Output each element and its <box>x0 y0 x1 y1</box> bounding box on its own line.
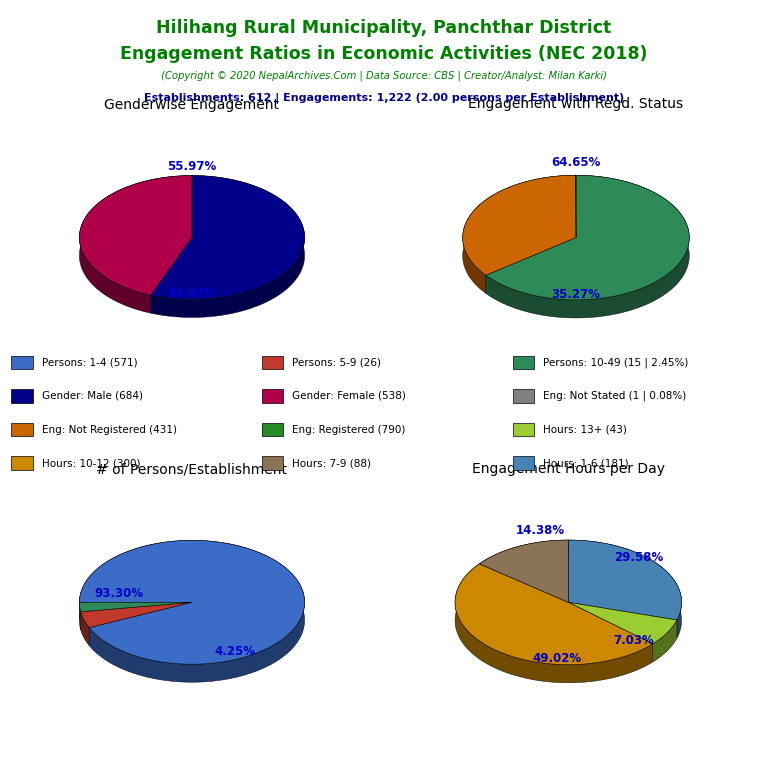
Text: Engagement Ratios in Economic Activities (NEC 2018): Engagement Ratios in Economic Activities… <box>121 45 647 62</box>
Polygon shape <box>479 540 568 582</box>
Text: Hours: 13+ (43): Hours: 13+ (43) <box>543 425 627 435</box>
PathPatch shape <box>151 176 305 300</box>
Polygon shape <box>653 620 677 662</box>
Title: Engagement with Regd. Status: Engagement with Regd. Status <box>468 98 684 111</box>
Text: 29.58%: 29.58% <box>614 551 664 564</box>
FancyBboxPatch shape <box>12 389 32 402</box>
Text: Eng: Not Registered (431): Eng: Not Registered (431) <box>41 425 177 435</box>
Text: 64.65%: 64.65% <box>551 156 601 169</box>
Polygon shape <box>151 176 305 317</box>
Polygon shape <box>81 612 89 646</box>
Polygon shape <box>486 175 689 318</box>
Title: # of Persons/Establishment: # of Persons/Establishment <box>97 462 287 477</box>
Text: Persons: 1-4 (571): Persons: 1-4 (571) <box>41 357 137 367</box>
Polygon shape <box>79 176 192 313</box>
PathPatch shape <box>455 564 653 664</box>
FancyBboxPatch shape <box>263 389 283 402</box>
FancyBboxPatch shape <box>513 423 535 436</box>
FancyBboxPatch shape <box>263 356 283 369</box>
Text: 93.30%: 93.30% <box>94 587 144 600</box>
PathPatch shape <box>79 176 192 295</box>
FancyBboxPatch shape <box>263 423 283 436</box>
Title: Genderwise Engagement: Genderwise Engagement <box>104 98 280 112</box>
Text: Persons: 10-49 (15 | 2.45%): Persons: 10-49 (15 | 2.45%) <box>543 357 689 368</box>
Text: Hours: 7-9 (88): Hours: 7-9 (88) <box>293 458 372 468</box>
Text: 44.03%: 44.03% <box>167 287 217 300</box>
Text: Hilihang Rural Municipality, Panchthar District: Hilihang Rural Municipality, Panchthar D… <box>157 19 611 37</box>
Polygon shape <box>463 175 575 293</box>
Text: Hours: 1-6 (181): Hours: 1-6 (181) <box>543 458 629 468</box>
FancyBboxPatch shape <box>12 356 32 369</box>
FancyBboxPatch shape <box>513 356 535 369</box>
Text: Persons: 5-9 (26): Persons: 5-9 (26) <box>293 357 382 367</box>
PathPatch shape <box>486 175 689 300</box>
Text: 55.97%: 55.97% <box>167 160 217 173</box>
Text: Eng: Not Stated (1 | 0.08%): Eng: Not Stated (1 | 0.08%) <box>543 391 687 401</box>
Text: Eng: Registered (790): Eng: Registered (790) <box>293 425 406 435</box>
Text: Gender: Female (538): Gender: Female (538) <box>293 391 406 401</box>
Text: (Copyright © 2020 NepalArchives.Com | Data Source: CBS | Creator/Analyst: Milan : (Copyright © 2020 NepalArchives.Com | Da… <box>161 71 607 81</box>
PathPatch shape <box>79 602 192 612</box>
Text: 49.02%: 49.02% <box>532 653 581 666</box>
PathPatch shape <box>463 175 576 275</box>
Text: Hours: 10-12 (300): Hours: 10-12 (300) <box>41 458 140 468</box>
PathPatch shape <box>479 540 568 602</box>
PathPatch shape <box>568 602 677 644</box>
Polygon shape <box>568 540 681 638</box>
Title: Engagement Hours per Day: Engagement Hours per Day <box>472 462 665 476</box>
Text: 7.03%: 7.03% <box>614 634 654 647</box>
Polygon shape <box>79 602 81 630</box>
Polygon shape <box>79 541 305 682</box>
Text: Establishments: 612 | Engagements: 1,222 (2.00 persons per Establishment): Establishments: 612 | Engagements: 1,222… <box>144 93 624 104</box>
Text: 4.25%: 4.25% <box>214 645 255 658</box>
Polygon shape <box>455 564 653 683</box>
FancyBboxPatch shape <box>12 423 32 436</box>
PathPatch shape <box>81 602 192 627</box>
Text: 35.27%: 35.27% <box>551 288 601 301</box>
Text: 14.38%: 14.38% <box>515 525 564 538</box>
FancyBboxPatch shape <box>263 456 283 470</box>
PathPatch shape <box>568 540 681 620</box>
FancyBboxPatch shape <box>513 456 535 470</box>
FancyBboxPatch shape <box>513 389 535 402</box>
FancyBboxPatch shape <box>12 456 32 470</box>
PathPatch shape <box>79 541 305 664</box>
Text: Gender: Male (684): Gender: Male (684) <box>41 391 143 401</box>
